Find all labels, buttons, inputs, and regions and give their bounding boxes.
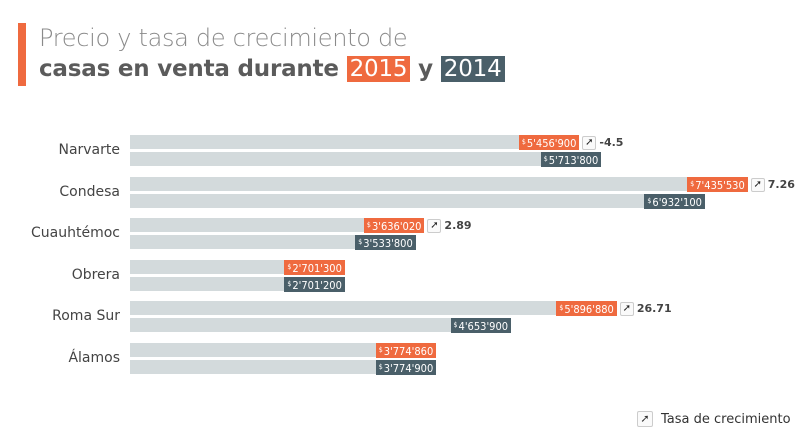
value-text: 3'774'860 <box>383 344 434 358</box>
year-2015-badge: 2015 <box>346 56 411 82</box>
growth-value: 2.89 <box>444 219 472 232</box>
value-label-2014: $5'713'800 <box>540 152 602 167</box>
bar-2015 <box>130 342 437 357</box>
value-label-2015: $5'896'880 <box>556 301 617 316</box>
legend: ➚ Tasa de crecimiento <box>637 411 791 427</box>
category-label: Obrera <box>71 266 120 283</box>
value-label-2014: $4'653'900 <box>450 318 512 333</box>
growth-value: -4.5 <box>599 136 624 149</box>
value-label-2015: $7'435'530 <box>687 176 748 192</box>
currency-symbol: $ <box>366 221 371 229</box>
bar-2015 <box>130 301 617 315</box>
value-text: 3'533'800 <box>363 237 413 250</box>
currency-symbol: $ <box>287 262 292 271</box>
value-text: 2'701'200 <box>292 278 342 292</box>
category-label: Condesa <box>59 183 120 200</box>
value-text: 2'701'300 <box>292 261 342 275</box>
value-label-2015: $5'456'900 <box>518 135 580 150</box>
currency-symbol: $ <box>690 179 695 188</box>
title-conjunction: y <box>418 56 433 82</box>
title-line-2: casas en venta durante 2015 y 2014 <box>39 56 505 82</box>
currency-symbol: $ <box>378 345 383 354</box>
bar-2015 <box>130 135 580 149</box>
value-label-2015: $2'701'300 <box>284 259 345 275</box>
title-line-1: Precio y tasa de crecimiento de <box>39 24 408 52</box>
growth-arrow-icon: ➚ <box>637 411 653 427</box>
year-2014-badge: 2014 <box>440 56 505 82</box>
currency-symbol: $ <box>647 196 652 205</box>
value-text: 4'653'900 <box>458 320 509 333</box>
currency-symbol: $ <box>543 155 548 163</box>
value-label-2015: $3'636'020 <box>363 218 425 233</box>
currency-symbol: $ <box>287 279 292 288</box>
bar-2015 <box>130 176 748 191</box>
growth-arrow-icon: ➚ <box>619 302 634 316</box>
currency-symbol: $ <box>358 238 363 246</box>
growth-arrow-icon: ➚ <box>582 136 597 150</box>
value-text: 3'774'900 <box>383 361 434 375</box>
bar-2014 <box>130 193 705 208</box>
currency-symbol: $ <box>559 304 564 312</box>
growth-arrow-icon: ➚ <box>750 177 765 192</box>
value-text: 5'896'880 <box>564 303 614 316</box>
value-text: 5'713'800 <box>548 154 599 167</box>
value-label-2014: $3'533'800 <box>355 235 416 250</box>
value-text: 3'636'020 <box>371 220 422 233</box>
value-label-2014: $6'932'100 <box>644 193 705 209</box>
category-label: Narvarte <box>58 142 120 158</box>
value-label-2014: $3'774'900 <box>375 359 437 375</box>
value-text: 7'435'530 <box>695 178 745 192</box>
value-text: 6'932'100 <box>652 195 702 209</box>
bar-2014 <box>130 359 437 374</box>
legend-label: Tasa de crecimiento <box>661 411 791 427</box>
growth-arrow-icon: ➚ <box>427 219 442 233</box>
category-label: Cuauhtémoc <box>31 225 120 241</box>
growth-value: 26.71 <box>636 302 672 315</box>
growth-value: 7.26 <box>767 177 795 191</box>
bar-2015 <box>130 218 425 232</box>
title-accent-bar <box>18 23 26 86</box>
category-label: Álamos <box>68 349 120 366</box>
currency-symbol: $ <box>378 362 383 371</box>
value-label-2015: $3'774'860 <box>375 342 437 358</box>
currency-symbol: $ <box>453 321 458 329</box>
value-text: 5'456'900 <box>526 137 577 150</box>
bar-2014 <box>130 318 512 332</box>
category-label: Roma Sur <box>52 308 120 324</box>
value-label-2014: $2'701'200 <box>284 276 345 292</box>
bar-2014 <box>130 235 416 249</box>
bar-2014 <box>130 152 602 166</box>
title-line-2-text: casas en venta durante <box>39 56 339 82</box>
currency-symbol: $ <box>521 138 526 146</box>
